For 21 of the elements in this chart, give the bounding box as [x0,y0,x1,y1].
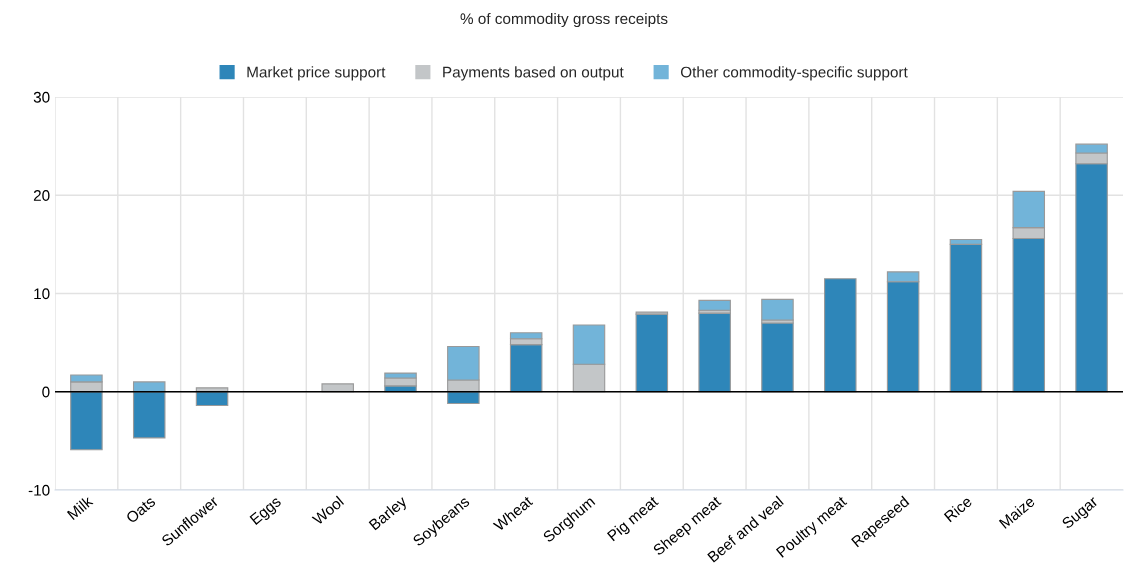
bar [635,313,669,393]
bar [824,278,857,393]
y-tick-label: 0 [42,386,50,398]
bar [132,391,166,439]
legend-label: Other commodity-specific support [680,66,908,81]
y-tick-label: 30 [33,91,50,103]
y-tick-label: 20 [33,190,50,201]
y-tick-label: -10 [28,484,50,496]
legend-label: Payments based on output [443,66,624,81]
x-tick-label: Oats [125,495,157,524]
legend-label: Market price support [247,66,386,81]
bar [698,312,731,393]
bar [698,299,731,311]
x-tick-label: Milk [66,494,94,520]
x-tick-label: Rice [943,495,973,523]
chart-title: % of commodity gross receipts [460,12,668,28]
bar [761,322,794,393]
y-tick-label: 10 [34,288,50,300]
bar [949,243,983,393]
bar [70,391,103,451]
bar [761,298,794,321]
